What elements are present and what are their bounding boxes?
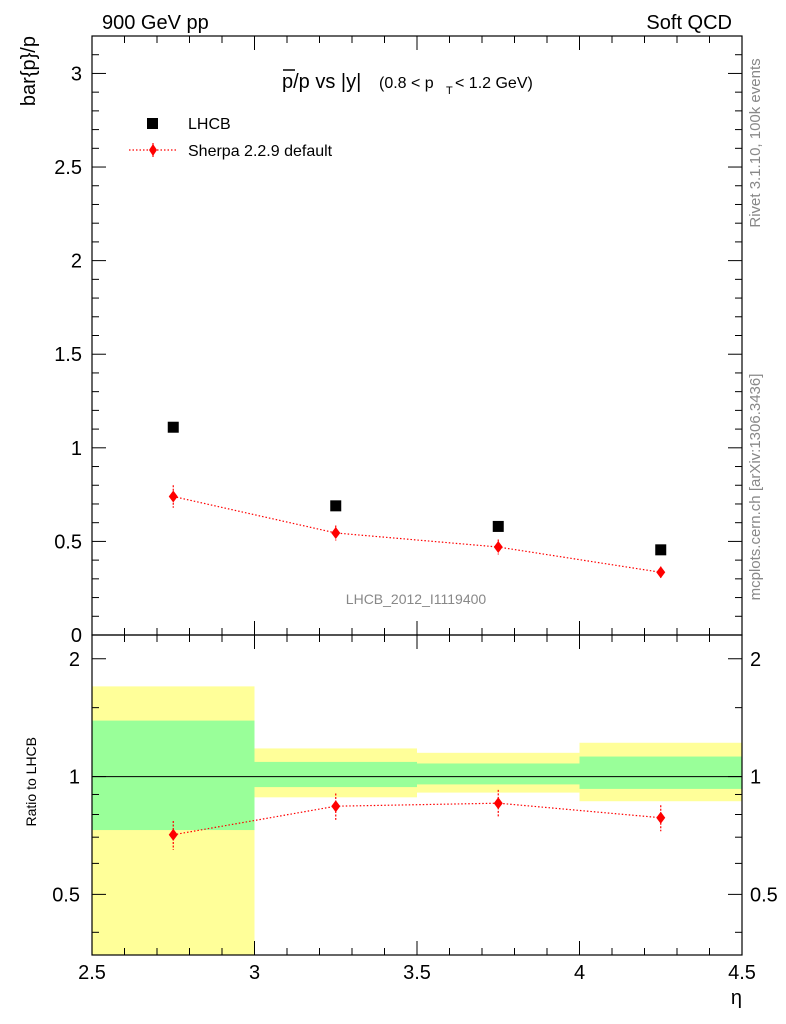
legend-label-lhcb: LHCB	[188, 116, 231, 133]
title-sub-pre: (0.8 < p	[379, 75, 434, 92]
main-ytick-label: 1.5	[54, 344, 82, 366]
ratio-xtick-label: 4	[574, 962, 585, 984]
main-ytick-label: 3	[71, 63, 82, 85]
x-axis-label: η	[731, 987, 742, 1009]
sherpa-main-line	[173, 495, 661, 573]
title-main: p/p vs |y|	[282, 71, 361, 93]
ratio-band-green-1	[254, 761, 417, 788]
ratio-xtick-label: 2.5	[78, 962, 106, 984]
main-ylabel: bar{p}/p	[18, 36, 40, 106]
main-ytick-label: 1	[71, 438, 82, 460]
ratio-ytick-label-right: 2	[750, 649, 761, 671]
ratio-xtick-label: 3.5	[403, 962, 431, 984]
sherpa-main-point	[493, 541, 503, 554]
ratio-ytick-label-right: 0.5	[750, 884, 778, 906]
side-text-bottom: mcplots.cern.ch [arXiv:1306.3436]	[747, 374, 764, 601]
ratio-xtick-label: 4.5	[728, 962, 756, 984]
header-left: 900 GeV pp	[102, 12, 209, 34]
ratio-ytick-label-right: 1	[750, 767, 761, 789]
sherpa-main-point	[168, 490, 178, 503]
lhcb-point	[492, 520, 504, 532]
side-text-top: Rivet 3.1.10, 100k events	[747, 58, 764, 227]
sherpa-ratio-point	[331, 800, 341, 813]
lhcb-point	[330, 500, 342, 512]
ratio-ylabel: Ratio to LHCB	[23, 737, 39, 826]
legend-marker-sherpa	[149, 144, 157, 156]
title-sub-post: < 1.2 GeV)	[455, 75, 533, 92]
ratio-ytick-label-left: 2	[69, 649, 80, 671]
sherpa-ratio-point	[493, 797, 503, 810]
ratio-ytick-label-left: 1	[69, 767, 80, 789]
ratio-xtick-label: 3	[249, 962, 260, 984]
lhcb-point	[167, 421, 179, 433]
ratio-band-green-3	[579, 756, 742, 789]
sherpa-ratio-line	[173, 802, 661, 836]
ratio-band-green-0	[92, 720, 255, 831]
header-right: Soft QCD	[646, 12, 732, 34]
sherpa-ratio-point	[168, 828, 178, 841]
watermark: LHCB_2012_I1119400	[346, 591, 487, 607]
title-sub-index: T	[446, 85, 453, 97]
sherpa-main-point	[331, 526, 341, 539]
lhcb-point	[655, 544, 667, 556]
main-ytick-label: 2	[71, 251, 82, 273]
main-ytick-label: 2.5	[54, 157, 82, 179]
sherpa-ratio-point	[656, 811, 666, 824]
main-title: p/p vs |y| (0.8 < p T < 1.2 GeV)	[282, 69, 533, 97]
legend: LHCB Sherpa 2.2.9 default	[129, 116, 333, 160]
legend-label-sherpa: Sherpa 2.2.9 default	[188, 143, 333, 160]
sherpa-main-point	[656, 566, 666, 579]
ratio-ytick-label-left: 0.5	[52, 884, 80, 906]
legend-marker-lhcb	[147, 118, 158, 129]
main-ytick-label: 0	[71, 625, 82, 647]
main-ytick-label: 0.5	[54, 531, 82, 553]
ratio-band-green-2	[417, 763, 580, 785]
